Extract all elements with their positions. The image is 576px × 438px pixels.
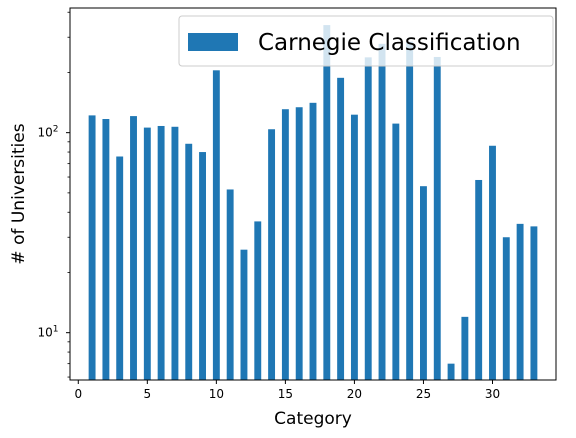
- x-tick-label: 0: [74, 387, 82, 401]
- bar-category-15: [281, 109, 289, 381]
- x-tick-label: 30: [485, 387, 500, 401]
- bar-category-14: [268, 129, 276, 380]
- bar-category-12: [240, 249, 248, 380]
- bar-category-26: [433, 56, 441, 380]
- bar-category-25: [420, 186, 427, 380]
- plot-frame: [69, 7, 557, 381]
- bar-category-4: [130, 116, 137, 380]
- bar-category-5: [143, 127, 151, 380]
- bar-category-22: [378, 43, 386, 381]
- y-axis-title: # of Universities: [9, 123, 29, 264]
- x-tick-label: 10: [209, 387, 224, 401]
- legend: Carnegie Classification: [178, 15, 554, 67]
- bar-category-1: [88, 115, 96, 380]
- bar-category-30: [489, 145, 496, 380]
- bar-category-11: [226, 189, 234, 380]
- bar-category-6: [157, 125, 165, 380]
- bar-category-20: [350, 114, 358, 381]
- bar-category-19: [337, 77, 345, 380]
- x-tick-label: 5: [143, 387, 151, 401]
- x-axis-title: Category: [274, 409, 352, 429]
- bar-category-27: [447, 363, 455, 380]
- bar-category-23: [392, 123, 400, 380]
- bar-category-31: [502, 237, 510, 380]
- legend-swatch: [188, 33, 238, 51]
- bar-category-16: [295, 107, 303, 381]
- bar-category-2: [102, 119, 110, 381]
- x-tick-label: 20: [347, 387, 362, 401]
- y-tick-label: 101: [37, 325, 58, 340]
- bar-category-3: [116, 156, 124, 380]
- bar-category-9: [199, 152, 206, 380]
- legend-label: Carnegie Classification: [258, 30, 521, 56]
- bar-category-21: [364, 57, 372, 381]
- y-tick-label: 102: [37, 125, 58, 140]
- bar-category-29: [475, 179, 483, 380]
- x-tick-label: 15: [278, 387, 293, 401]
- bar-category-18: [323, 25, 331, 381]
- bar-category-28: [461, 316, 469, 380]
- bar-category-13: [254, 221, 262, 380]
- bar-category-10: [212, 70, 220, 380]
- bar-category-24: [406, 41, 414, 381]
- bar-category-7: [171, 126, 179, 380]
- x-tick-label: 25: [416, 387, 431, 401]
- x-axis-ticks: 0 5 10 15 20 25 30: [74, 380, 500, 401]
- legend-box: [178, 15, 554, 67]
- bar-category-33: [530, 226, 538, 380]
- bar-category-8: [185, 143, 193, 380]
- y-axis-ticks: 101 102: [37, 11, 70, 378]
- bars-group: [88, 25, 538, 381]
- bar-category-17: [309, 102, 317, 380]
- bar-category-32: [516, 223, 524, 380]
